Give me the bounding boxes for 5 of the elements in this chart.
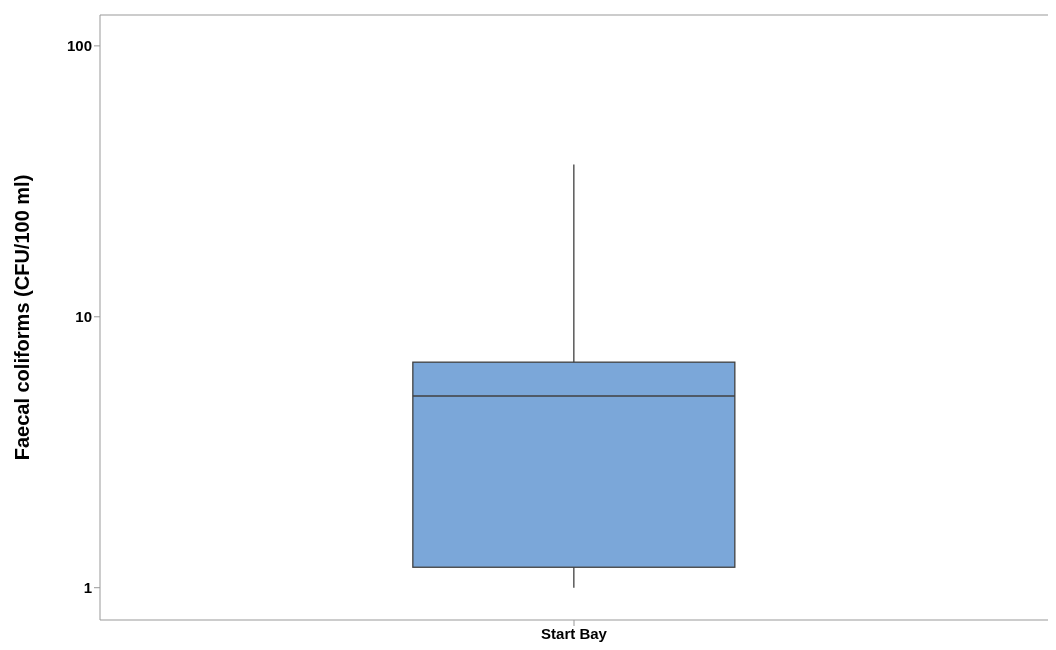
y-axis-title: Faecal coliforms (CFU/100 ml): [11, 174, 34, 461]
y-tick-label: 10: [75, 308, 92, 326]
y-tick-label: 100: [66, 37, 92, 55]
y-tick-label: 1: [83, 579, 92, 597]
x-tick-label: Start Bay: [541, 624, 608, 642]
